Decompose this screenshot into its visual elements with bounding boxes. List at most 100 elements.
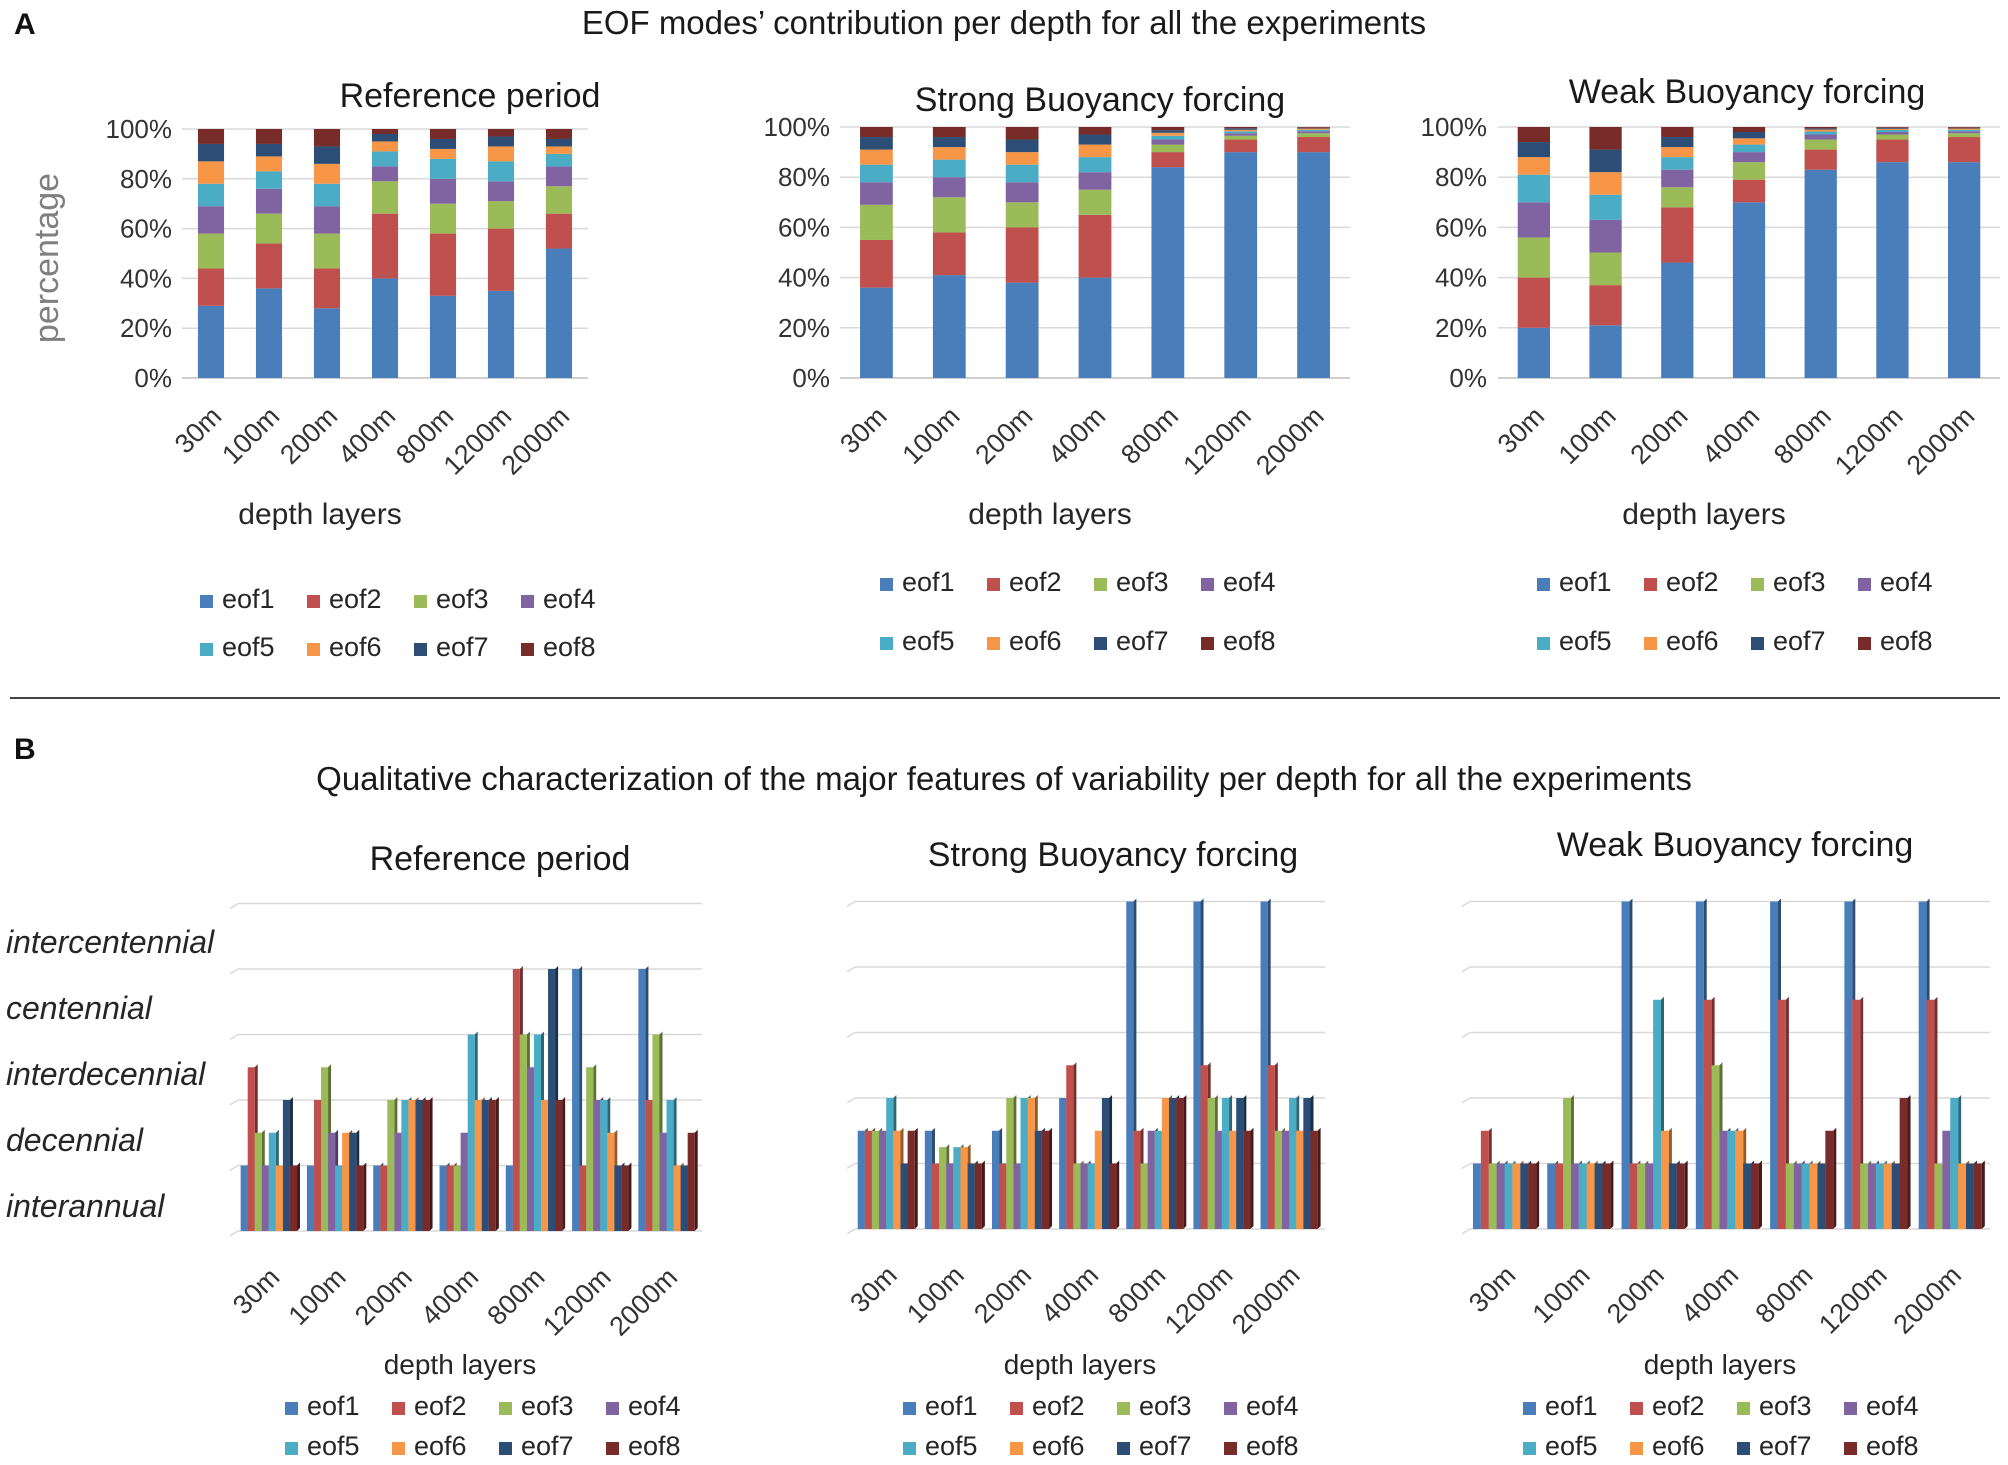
a1-bar-eof6-400m <box>371 141 399 152</box>
a1-bar-eof4-1200m <box>487 181 515 202</box>
b2-gridline-side <box>846 1031 856 1038</box>
b3-xtick-label: 100m <box>1527 1260 1596 1329</box>
a1-bar-eof8-100m <box>255 129 283 144</box>
b2-bar-eof4-30m <box>879 1130 887 1229</box>
b3-xtick-label: 400m <box>1675 1260 1744 1329</box>
a3-xtick-label: 100m <box>1553 401 1622 470</box>
a3-legend-label-eof4: eof4 <box>1880 567 1933 597</box>
b2-bar-eof2-200m <box>999 1163 1007 1229</box>
a1-legend-label-eof5: eof5 <box>222 632 275 662</box>
a2-ytick-label: 0% <box>792 363 830 393</box>
a2-bar-eof2-800m <box>1151 152 1185 168</box>
a2-bar-eof5-2000m <box>1297 129 1330 132</box>
a1-bar-eof4-800m <box>429 178 457 204</box>
a2-bar-eof5-800m <box>1151 135 1185 140</box>
b2-bar-eof5-1200m <box>1221 1098 1230 1229</box>
b2-xtick-label: 30m <box>844 1260 902 1318</box>
b3-bar-eof7-200m <box>1668 1163 1677 1229</box>
a2-bar-eof7-30m <box>860 137 893 150</box>
b3-bar-eof2-30m <box>1480 1130 1489 1229</box>
a2-bar-eof1-1200m <box>1224 152 1258 378</box>
a3-bar-eof3-1200m <box>1876 134 1909 140</box>
b2-xtick-label: 100m <box>901 1260 970 1329</box>
b3-bar-eof1-2000m <box>1918 901 1927 1229</box>
a1-bar-eof1-1200m <box>487 290 515 378</box>
b1-xtick-label: 400m <box>415 1262 484 1331</box>
b1-bar-eof2-30m <box>247 1067 255 1231</box>
a1-chart-title: Reference period <box>340 77 601 115</box>
b2-bar-eof2-2000m <box>1267 1065 1275 1229</box>
a2-ytick-label: 80% <box>778 162 830 192</box>
a1-bar-eof5-800m <box>429 158 457 179</box>
a2-bar-eof2-30m <box>860 239 893 288</box>
a3-legend-swatch-eof6 <box>1644 637 1657 650</box>
b1-xtick-label: 200m <box>349 1262 418 1331</box>
a1-bar-eof7-1200m <box>487 136 515 147</box>
b3-bar-eof5-30m <box>1504 1163 1513 1229</box>
a3-legend-swatch-eof4 <box>1858 578 1871 591</box>
a2-bar-eof5-400m <box>1078 157 1112 173</box>
a2-bar-eof7-100m <box>932 137 966 148</box>
a3-xlabel: depth layers <box>1622 498 1785 531</box>
b1-bar-eof2-400m <box>446 1165 454 1231</box>
a2-legend-swatch-eof4 <box>1201 578 1214 591</box>
b-ytick-label-decennial: decennial <box>6 1122 144 1158</box>
b2-bar-side-eof8-1200m <box>1250 1127 1254 1229</box>
a2-legend-swatch-eof7 <box>1094 637 1107 650</box>
a1-bar-eof1-200m <box>313 308 341 378</box>
b1-legend-swatch-eof1 <box>285 1402 298 1415</box>
a2-legend-swatch-eof3 <box>1094 578 1107 591</box>
b2-bar-eof8-400m <box>1109 1163 1117 1229</box>
b3-bar-eof7-2000m <box>1966 1163 1974 1229</box>
b3-legend-label-eof6: eof6 <box>1652 1431 1705 1461</box>
a1-bar-eof7-100m <box>255 143 283 157</box>
b-ytick-label-interdecennial: interdecennial <box>6 1056 206 1092</box>
a1-bar-eof7-2000m <box>545 138 573 147</box>
b3-bar-eof1-100m <box>1547 1163 1556 1229</box>
a1-bar-eof6-1200m <box>487 146 515 162</box>
a2-bar-eof2-100m <box>932 232 966 276</box>
b2-bar-eof6-800m <box>1161 1098 1170 1229</box>
b3-bar-eof8-1200m <box>1899 1098 1908 1229</box>
b2-bar-side-eof8-400m <box>1116 1160 1120 1229</box>
a3-bar-eof5-1200m <box>1876 130 1909 133</box>
b-ytick-label-intercentennial: intercentennial <box>6 924 215 960</box>
b1-bar-eof7-30m <box>282 1100 290 1231</box>
a1-bar-eof8-800m <box>429 129 457 139</box>
a3-bar-eof3-800m <box>1804 139 1837 150</box>
b1-legend-label-eof6: eof6 <box>414 1431 467 1461</box>
b2-gridline-side <box>846 1228 856 1235</box>
b3-bar-eof2-400m <box>1703 999 1712 1229</box>
b1-bar-eof7-400m <box>481 1100 489 1231</box>
b2-bar-eof1-100m <box>924 1130 932 1229</box>
b1-bar-side-eof8-800m <box>562 1097 566 1231</box>
a1-bar-eof1-30m <box>197 305 225 378</box>
a2-bar-eof7-400m <box>1078 134 1112 145</box>
a2-bar-eof8-800m <box>1151 127 1185 131</box>
b3-bar-eof5-1200m <box>1875 1163 1884 1229</box>
b1-bar-eof8-800m <box>555 1100 563 1231</box>
a2-bar-eof8-30m <box>860 127 893 138</box>
b3-bar-side-eof1-200m <box>1629 898 1633 1229</box>
b1-bar-side-eof8-200m <box>429 1097 433 1231</box>
a1-ytick-label: 60% <box>120 214 172 244</box>
a1-ytick-label: 40% <box>120 263 172 293</box>
a1-bar-eof3-2000m <box>545 186 573 214</box>
b2-bar-eof7-1200m <box>1236 1098 1244 1229</box>
a3-bar-eof5-100m <box>1589 194 1622 220</box>
a3-xtick-label: 800m <box>1768 401 1837 470</box>
a2-bar-eof4-2000m <box>1297 131 1330 134</box>
a2-bar-eof8-2000m <box>1297 127 1330 128</box>
a3-legend-swatch-eof1 <box>1537 578 1550 591</box>
a1-bar-eof2-1200m <box>487 228 515 291</box>
b2-bar-eof3-1200m <box>1207 1098 1215 1229</box>
b3-bar-side-eof8-1200m <box>1907 1095 1911 1229</box>
a1-legend-swatch-eof8 <box>521 643 534 656</box>
b3-bar-eof1-400m <box>1695 901 1704 1229</box>
a1-bar-eof4-30m <box>197 206 225 234</box>
a1-bar-eof8-1200m <box>487 129 515 137</box>
a2-bar-eof8-400m <box>1078 127 1112 135</box>
a1-bar-eof8-200m <box>313 129 341 147</box>
b3-bar-eof3-2000m <box>1934 1163 1943 1229</box>
b3-bar-eof4-2000m <box>1942 1130 1951 1229</box>
